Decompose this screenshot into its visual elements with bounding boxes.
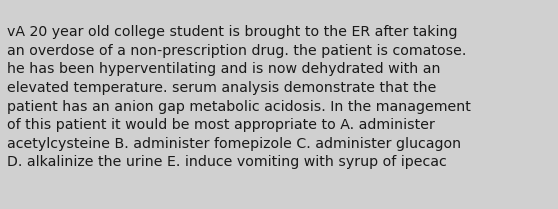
Text: vA 20 year old college student is brought to the ER after taking
an overdose of : vA 20 year old college student is brough… — [7, 25, 470, 169]
